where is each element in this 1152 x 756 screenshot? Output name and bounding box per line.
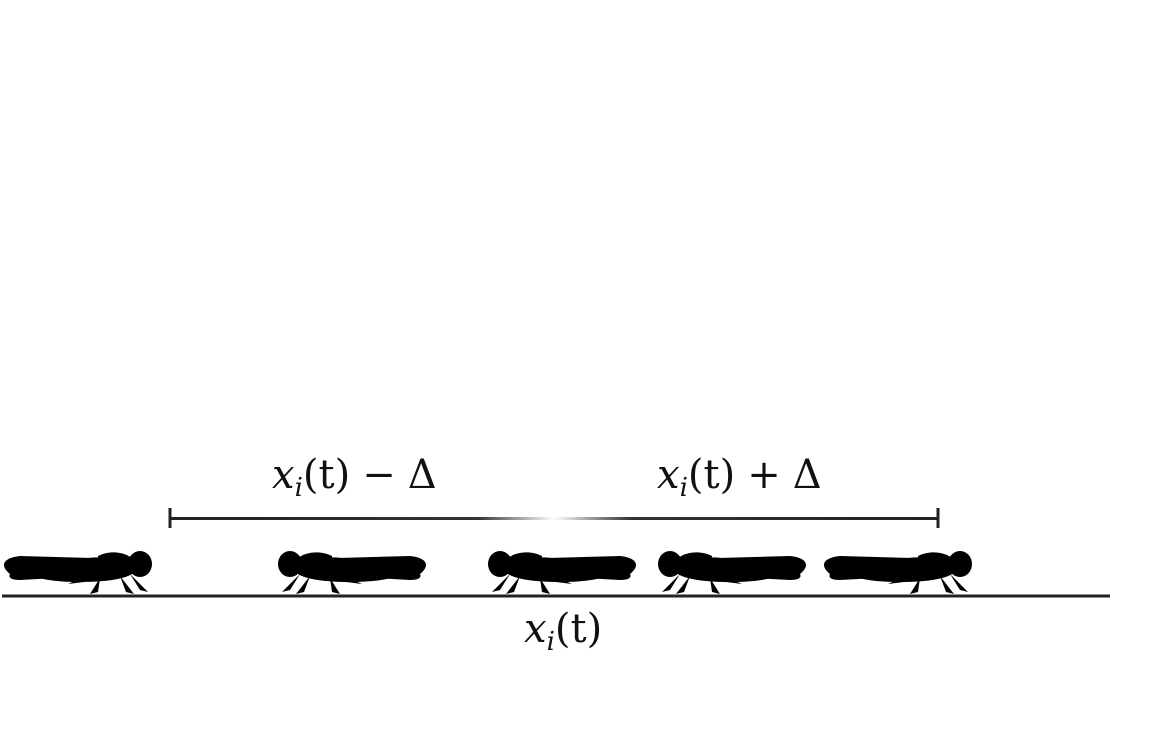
label-right-bound: xi(t) + Δ [657, 452, 822, 503]
locust-green-2 [638, 534, 806, 594]
locust-grey-left [4, 534, 172, 594]
locust-green-1 [258, 534, 426, 594]
label-left-bound: xi(t) − Δ [272, 452, 437, 503]
locust-green-3 [824, 534, 992, 594]
label-position: xi(t) [524, 606, 602, 657]
interaction-range-bracket [168, 508, 940, 528]
locust-orange-focal [468, 534, 636, 594]
